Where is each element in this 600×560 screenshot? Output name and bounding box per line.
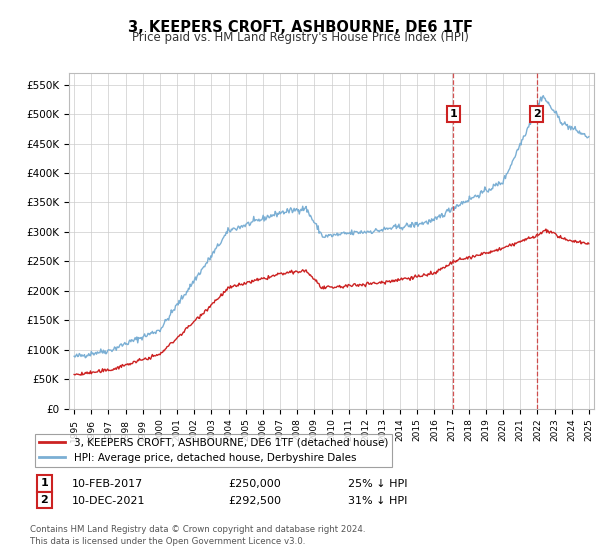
Text: 2: 2 (41, 495, 48, 505)
Text: 25% ↓ HPI: 25% ↓ HPI (348, 479, 407, 489)
Text: Contains HM Land Registry data © Crown copyright and database right 2024.
This d: Contains HM Land Registry data © Crown c… (30, 525, 365, 546)
Text: Price paid vs. HM Land Registry's House Price Index (HPI): Price paid vs. HM Land Registry's House … (131, 31, 469, 44)
Legend: 3, KEEPERS CROFT, ASHBOURNE, DE6 1TF (detached house), HPI: Average price, detac: 3, KEEPERS CROFT, ASHBOURNE, DE6 1TF (de… (35, 433, 392, 467)
Text: £250,000: £250,000 (228, 479, 281, 489)
Text: 10-DEC-2021: 10-DEC-2021 (72, 496, 146, 506)
Text: 10-FEB-2017: 10-FEB-2017 (72, 479, 143, 489)
Text: 31% ↓ HPI: 31% ↓ HPI (348, 496, 407, 506)
Text: 1: 1 (449, 109, 457, 119)
Text: £292,500: £292,500 (228, 496, 281, 506)
Text: 3, KEEPERS CROFT, ASHBOURNE, DE6 1TF: 3, KEEPERS CROFT, ASHBOURNE, DE6 1TF (128, 20, 473, 35)
Text: 1: 1 (41, 478, 48, 488)
Text: 2: 2 (533, 109, 541, 119)
